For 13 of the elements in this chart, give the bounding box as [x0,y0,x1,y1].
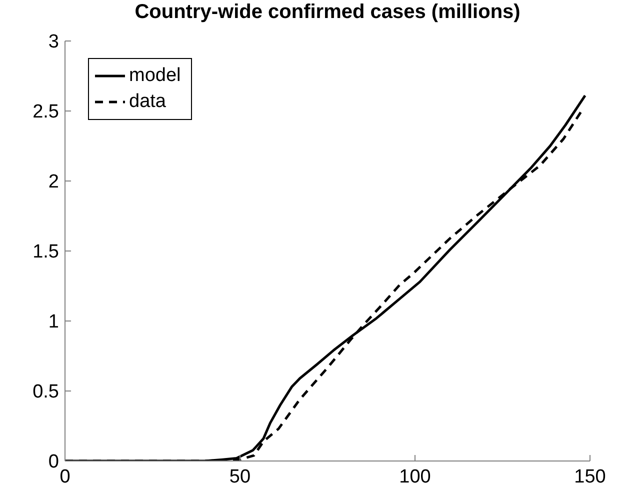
y-tick-label: 2.5 [32,102,59,123]
y-tick-label: 0.5 [32,382,59,403]
y-tick-label: 1 [48,312,59,333]
y-tick-label: 0 [48,452,59,473]
x-tick-label: 50 [229,466,251,488]
y-tick-label: 3 [48,32,59,53]
legend-label: data [129,90,166,114]
legend-label: model [129,64,181,88]
x-tick-label: 100 [399,466,431,488]
x-tick-label: 150 [574,466,606,488]
y-tick-label: 2 [48,172,59,193]
chart-title: Country-wide confirmed cases (millions) [134,0,522,24]
y-tick-label: 1.5 [32,242,59,263]
